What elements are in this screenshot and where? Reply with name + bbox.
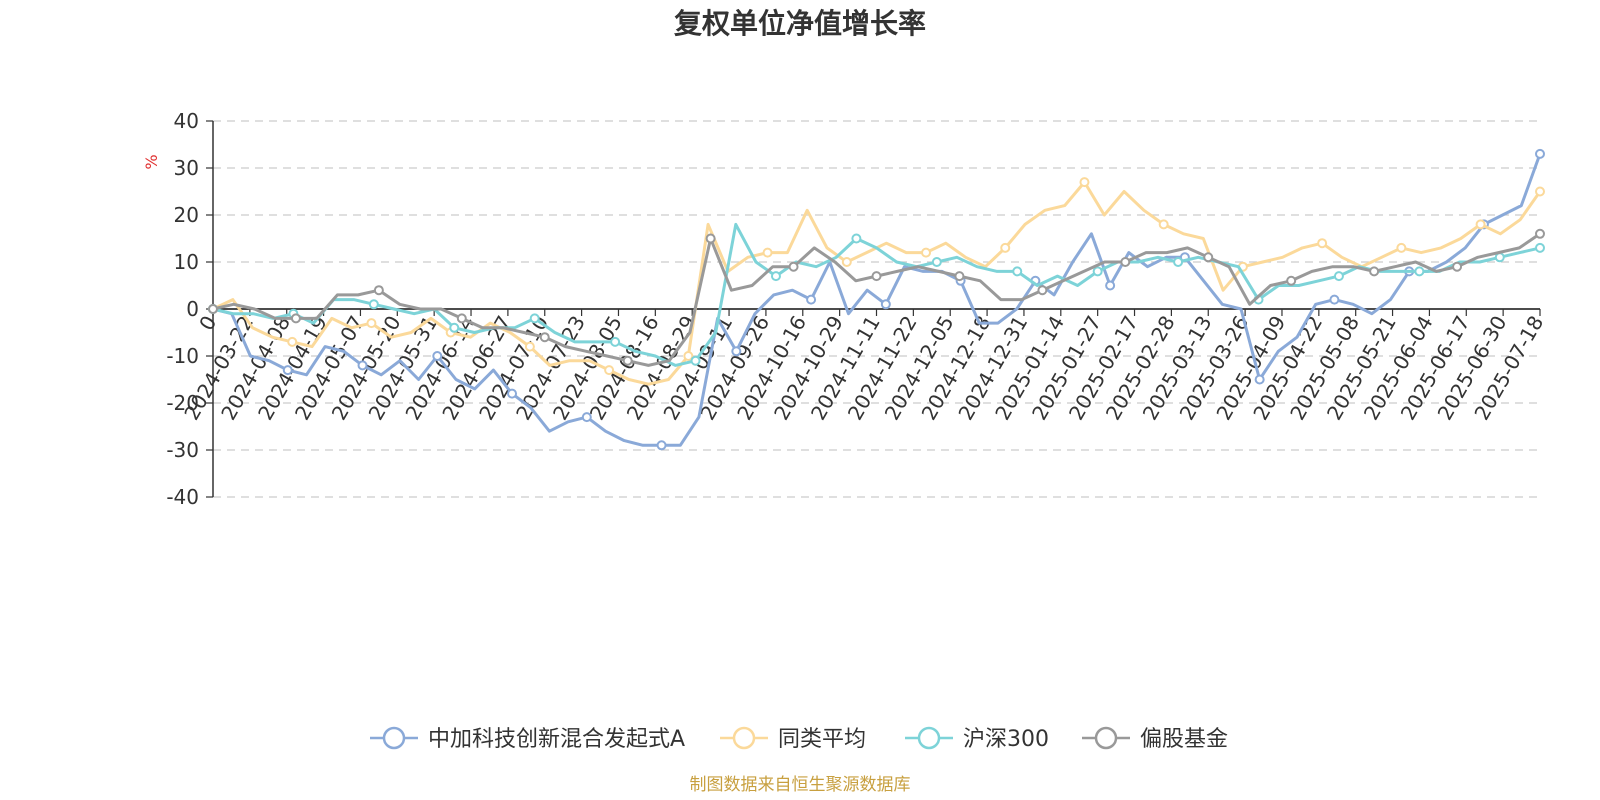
gridlines: [213, 120, 1540, 498]
data-point: [1012, 266, 1023, 277]
data-source-note: 制图数据来自恒生聚源数据库: [690, 775, 911, 795]
data-point: [880, 299, 891, 310]
data-point: [954, 271, 965, 282]
data-point: [690, 355, 701, 366]
data-point: [282, 365, 293, 376]
data-point: [931, 257, 942, 267]
legend-marker: [1094, 726, 1118, 750]
data-point: [1286, 275, 1297, 286]
data-point: [208, 304, 218, 314]
y-axis-unit: %: [142, 154, 161, 169]
y-tick-label: 20: [174, 203, 199, 227]
x-tick-label: 0: [194, 312, 221, 335]
data-point: [1535, 228, 1545, 239]
chart-title: 复权单位净值增长率: [674, 7, 926, 40]
series-0: [208, 148, 1545, 451]
data-point: [604, 365, 615, 376]
legend-label: 沪深300: [963, 727, 1049, 752]
data-point: [366, 318, 377, 329]
data-point: [539, 332, 550, 343]
data-point: [921, 247, 932, 258]
data-point: [1037, 285, 1048, 296]
y-tick-label: -10: [166, 344, 199, 368]
data-point: [1329, 294, 1340, 305]
data-point: [529, 313, 540, 324]
data-point: [524, 341, 535, 352]
data-point: [432, 351, 443, 361]
legend-item[interactable]: 同类平均: [720, 726, 866, 752]
legend-item[interactable]: 沪深300: [905, 726, 1049, 752]
y-tick-label: -20: [166, 391, 199, 415]
data-point: [1369, 266, 1380, 277]
data-point: [1317, 238, 1328, 249]
y-tick-label: 10: [174, 250, 199, 274]
data-point: [705, 233, 716, 244]
data-point: [581, 412, 592, 423]
data-point: [290, 313, 301, 324]
data-point: [788, 261, 799, 272]
data-point: [1535, 186, 1545, 197]
data-point: [622, 355, 633, 366]
data-point: [1254, 374, 1265, 385]
data-point: [731, 346, 742, 357]
series-lines: [208, 148, 1545, 451]
data-point: [841, 257, 852, 267]
x-axis-ticks: 02024-03-222024-04-082024-04-192024-05-0…: [179, 309, 1548, 424]
data-point: [1535, 242, 1545, 253]
data-point: [806, 294, 817, 305]
data-point: [1475, 219, 1486, 230]
y-tick-label: -40: [166, 485, 199, 509]
legend-item[interactable]: 中加科技创新混合发起式A: [370, 726, 685, 752]
legend-marker: [917, 726, 941, 750]
data-point: [851, 233, 862, 244]
data-point: [1396, 242, 1407, 253]
data-point: [287, 336, 298, 347]
data-point: [373, 285, 384, 296]
legend-marker: [732, 726, 756, 750]
data-point: [449, 322, 460, 333]
legend-marker: [382, 726, 406, 750]
data-point: [1333, 271, 1344, 282]
legend-label: 偏股基金: [1140, 727, 1228, 752]
y-tick-label: 30: [174, 156, 199, 180]
y-tick-label: 40: [174, 109, 199, 133]
data-point: [507, 388, 518, 399]
data-point: [1173, 257, 1184, 267]
data-point: [1452, 261, 1463, 272]
data-point: [1092, 266, 1103, 277]
data-point: [770, 271, 781, 282]
legend-label: 同类平均: [778, 727, 866, 752]
legend-label: 中加科技创新混合发起式A: [428, 727, 685, 752]
legend[interactable]: 中加科技创新混合发起式A 同类平均 沪深300 偏股基金: [370, 726, 1228, 752]
data-point: [1494, 252, 1505, 263]
data-point: [683, 351, 694, 361]
data-point: [1203, 252, 1214, 263]
data-point: [1535, 148, 1545, 159]
data-point: [456, 313, 467, 324]
legend-item[interactable]: 偏股基金: [1082, 726, 1228, 752]
data-point: [871, 271, 882, 282]
data-point: [610, 336, 621, 347]
data-point: [656, 440, 667, 451]
data-point: [1105, 280, 1116, 291]
data-point: [762, 247, 773, 258]
y-axis-ticks: -40 -30 -20 -10 0 10 20 30 40: [166, 109, 213, 509]
y-tick-label: 0: [186, 297, 199, 321]
data-point: [1414, 266, 1425, 277]
data-point: [1079, 177, 1090, 188]
data-point: [1158, 219, 1169, 230]
data-point: [1120, 257, 1131, 267]
data-point: [1000, 242, 1011, 253]
y-tick-label: -30: [166, 438, 199, 462]
series-3: [208, 228, 1545, 367]
data-point: [368, 299, 379, 310]
data-point: [357, 360, 368, 371]
